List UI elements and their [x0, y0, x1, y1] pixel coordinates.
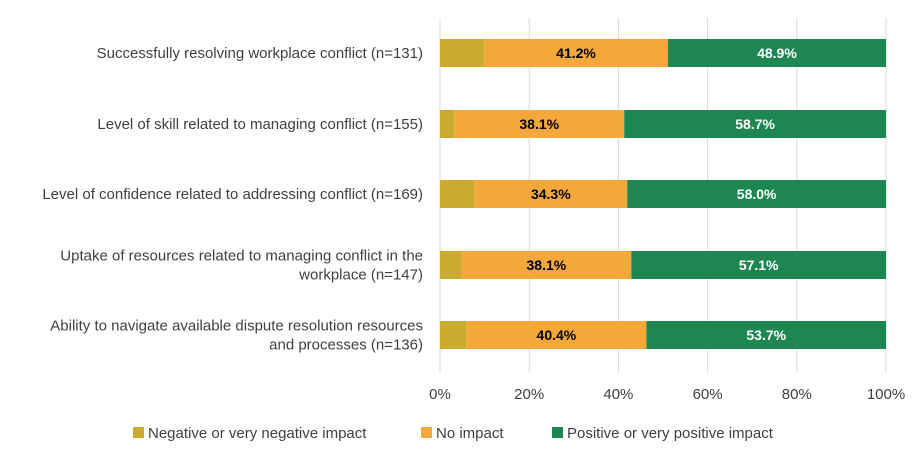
bar-segment [454, 110, 625, 138]
bar-segment [440, 251, 462, 279]
data-label: 38.1% [527, 257, 567, 273]
legend: Negative or very negative impact No impac… [133, 425, 774, 442]
category-label: Level of skill related to managing confl… [97, 116, 423, 133]
bar-segment [461, 251, 632, 279]
x-tick-label: 100% [867, 386, 905, 403]
legend-label: No impact [436, 425, 504, 442]
legend-label: Positive or very positive impact [567, 425, 774, 442]
bar-segment [646, 321, 886, 349]
bar-segment [466, 321, 647, 349]
x-tick-label: 40% [603, 386, 633, 403]
category-label: Ability to navigate available dispute re… [50, 318, 423, 335]
bar-segment [474, 180, 628, 208]
x-tick-label: 20% [514, 386, 544, 403]
bar-segment [484, 39, 668, 67]
x-axis-ticks: 0% 20% 40% 60% 80% 100% [429, 386, 905, 403]
legend-swatch [133, 427, 144, 438]
data-label: 34.3% [531, 186, 571, 202]
data-label: 58.0% [737, 186, 777, 202]
data-label: 57.1% [739, 257, 779, 273]
legend-label: Negative or very negative impact [148, 425, 367, 442]
data-label: 40.4% [537, 327, 577, 343]
data-label: 53.7% [746, 327, 786, 343]
data-label: 41.2% [556, 45, 596, 61]
bar-segment [631, 251, 886, 279]
category-label: workplace (n=147) [298, 267, 423, 284]
category-label: and processes (n=136) [269, 337, 423, 354]
data-label: 58.7% [735, 116, 775, 132]
bar-segment [440, 110, 455, 138]
data-label: 38.1% [519, 116, 559, 132]
data-label: 48.9% [757, 45, 797, 61]
bar-segment [624, 110, 886, 138]
x-tick-label: 80% [782, 386, 812, 403]
legend-swatch [552, 427, 563, 438]
x-tick-label: 0% [429, 386, 451, 403]
bar-segment [440, 180, 475, 208]
category-label: Successfully resolving workplace conflic… [97, 45, 423, 62]
bars: 41.2% 48.9% 38.1% 58.7% 34.3% 58.0% 38.1% 57.1%… [440, 39, 886, 349]
bar-segment [627, 180, 886, 208]
category-label: Level of confidence related to addressin… [42, 186, 423, 203]
legend-swatch [421, 427, 432, 438]
bar-segment [440, 39, 485, 67]
bar-segment [667, 39, 886, 67]
category-label: Uptake of resources related to managing … [60, 248, 423, 265]
category-labels: Successfully resolving workplace conflic… [42, 45, 423, 354]
bar-segment [440, 321, 467, 349]
x-tick-label: 60% [693, 386, 723, 403]
